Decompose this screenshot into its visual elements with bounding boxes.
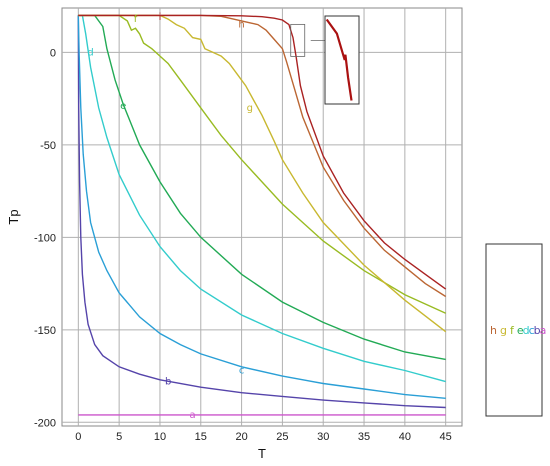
y-ticks: 0 -50 -100 -150 -200 bbox=[34, 47, 56, 429]
series-label-e: e bbox=[120, 101, 126, 112]
series-label-a: a bbox=[190, 410, 196, 421]
series-label-i: i bbox=[159, 12, 162, 23]
x-tick-label: 40 bbox=[399, 431, 411, 443]
series-label-c: c bbox=[239, 366, 245, 377]
y-tick-label: -50 bbox=[40, 140, 56, 152]
zoom-inset bbox=[290, 15, 360, 105]
x-tick-label: 0 bbox=[75, 431, 81, 443]
x-tick-label: 30 bbox=[317, 431, 329, 443]
x-tick-label: 45 bbox=[440, 431, 452, 443]
y-tick-label: -150 bbox=[34, 325, 56, 337]
legend-entries: h g f edcba bbox=[490, 324, 546, 337]
series-line-f bbox=[78, 14, 446, 314]
legend: h g f edcba bbox=[490, 324, 546, 337]
x-tick-label: 5 bbox=[116, 431, 122, 443]
y-axis-title: Tp bbox=[6, 209, 21, 224]
y-tick-label: 0 bbox=[50, 47, 56, 59]
x-ticks: 0 5 10 15 20 25 30 35 40 45 bbox=[75, 431, 452, 443]
x-axis-title: T bbox=[258, 446, 266, 461]
y-tick-label: -100 bbox=[34, 232, 56, 244]
x-tick-label: 20 bbox=[235, 431, 247, 443]
series-labels: a b c d e f g h i bbox=[87, 12, 253, 421]
zoom-region bbox=[290, 23, 306, 57]
x-tick-label: 10 bbox=[154, 431, 166, 443]
series-line-b bbox=[77, 15, 446, 409]
series-line-e bbox=[78, 14, 446, 361]
y-tick-label: -200 bbox=[34, 417, 56, 429]
series-line-c bbox=[77, 15, 446, 399]
series-label-h: h bbox=[238, 20, 244, 31]
zoom-inset-frame bbox=[324, 15, 360, 105]
x-tick-label: 15 bbox=[195, 431, 207, 443]
grid bbox=[62, 8, 462, 426]
series-label-f: f bbox=[134, 14, 138, 25]
series-line-i bbox=[78, 14, 447, 290]
x-tick-label: 25 bbox=[276, 431, 288, 443]
series-layer bbox=[77, 14, 447, 416]
legend-box bbox=[485, 243, 543, 417]
series-label-g: g bbox=[247, 103, 253, 114]
series-line-d bbox=[78, 14, 446, 383]
series-line-h bbox=[78, 14, 447, 298]
zoom-inset-curve bbox=[325, 18, 353, 101]
plot-frame bbox=[61, 7, 463, 427]
series-line-g bbox=[78, 14, 447, 333]
series-label-b: b bbox=[165, 377, 171, 388]
series-label-d: d bbox=[87, 47, 93, 58]
x-tick-label: 35 bbox=[358, 431, 370, 443]
